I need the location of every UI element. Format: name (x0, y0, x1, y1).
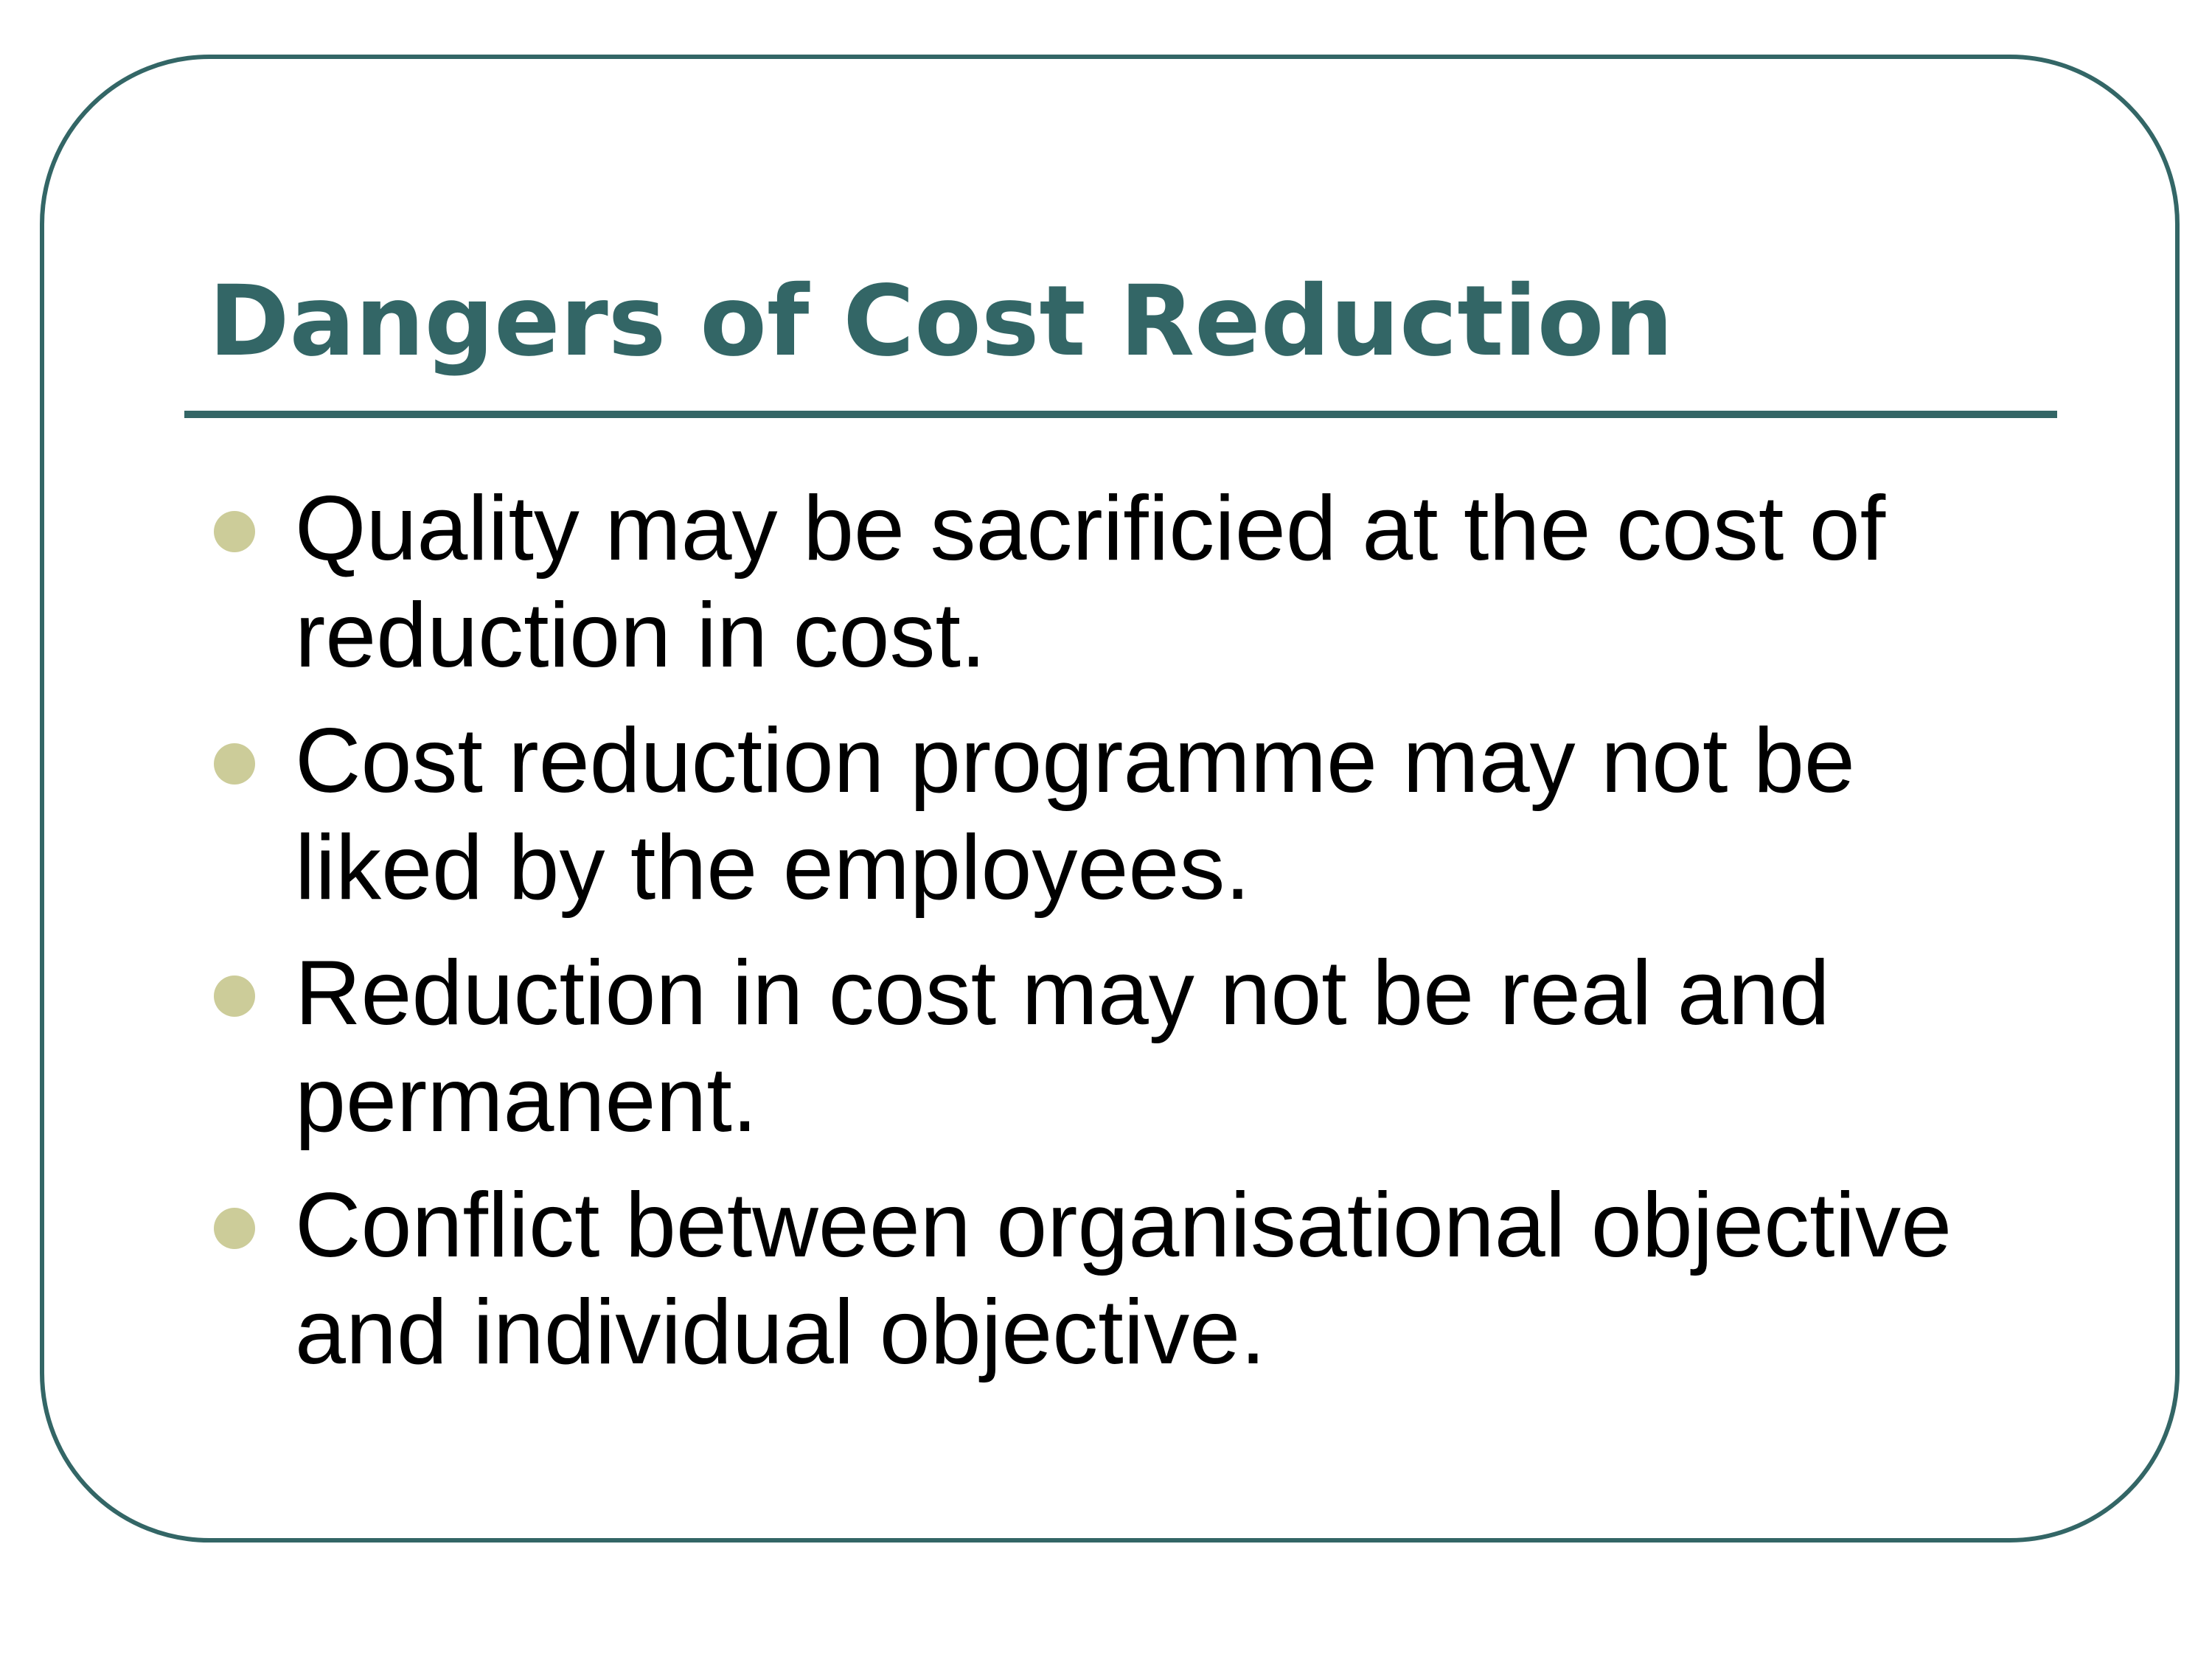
bullet-text: Reduction in cost may not be real and pe… (295, 940, 2094, 1154)
bullet-dot-icon (214, 511, 255, 552)
bullet-item: Conflict between organisational objectiv… (214, 1172, 2101, 1386)
bullet-list: Quality may be sacrificied at the cost o… (214, 476, 2101, 1405)
bullet-line: permanent. (295, 1049, 758, 1151)
bullet-item: Quality may be sacrificied at the cost o… (214, 476, 2101, 689)
bullet-line: Conflict between organisational objectiv… (295, 1175, 1952, 1276)
slide-title: Dangers of Cost Reduction (209, 265, 1674, 378)
bullet-line: liked by the employees. (295, 817, 1251, 919)
bullet-dot-icon (214, 743, 255, 785)
bullet-text: Cost reduction programme may not be like… (295, 708, 2094, 922)
slide-border-frame (40, 55, 2180, 1543)
bullet-line: reduction in cost. (295, 585, 987, 686)
bullet-item: Reduction in cost may not be real and pe… (214, 940, 2101, 1154)
bullet-line: Reduction in cost may not be real and (295, 942, 1830, 1044)
bullet-line: Cost reduction programme may not be (295, 710, 1855, 812)
title-divider (184, 411, 2057, 418)
bullet-text: Quality may be sacrificied at the cost o… (295, 476, 2094, 689)
bullet-dot-icon (214, 975, 255, 1017)
bullet-line: Quality may be sacrificied at the cost o… (295, 478, 1886, 580)
bullet-item: Cost reduction programme may not be like… (214, 708, 2101, 922)
bullet-dot-icon (214, 1208, 255, 1249)
bullet-text: Conflict between organisational objectiv… (295, 1172, 2094, 1386)
bullet-line: and individual objective. (295, 1281, 1266, 1383)
